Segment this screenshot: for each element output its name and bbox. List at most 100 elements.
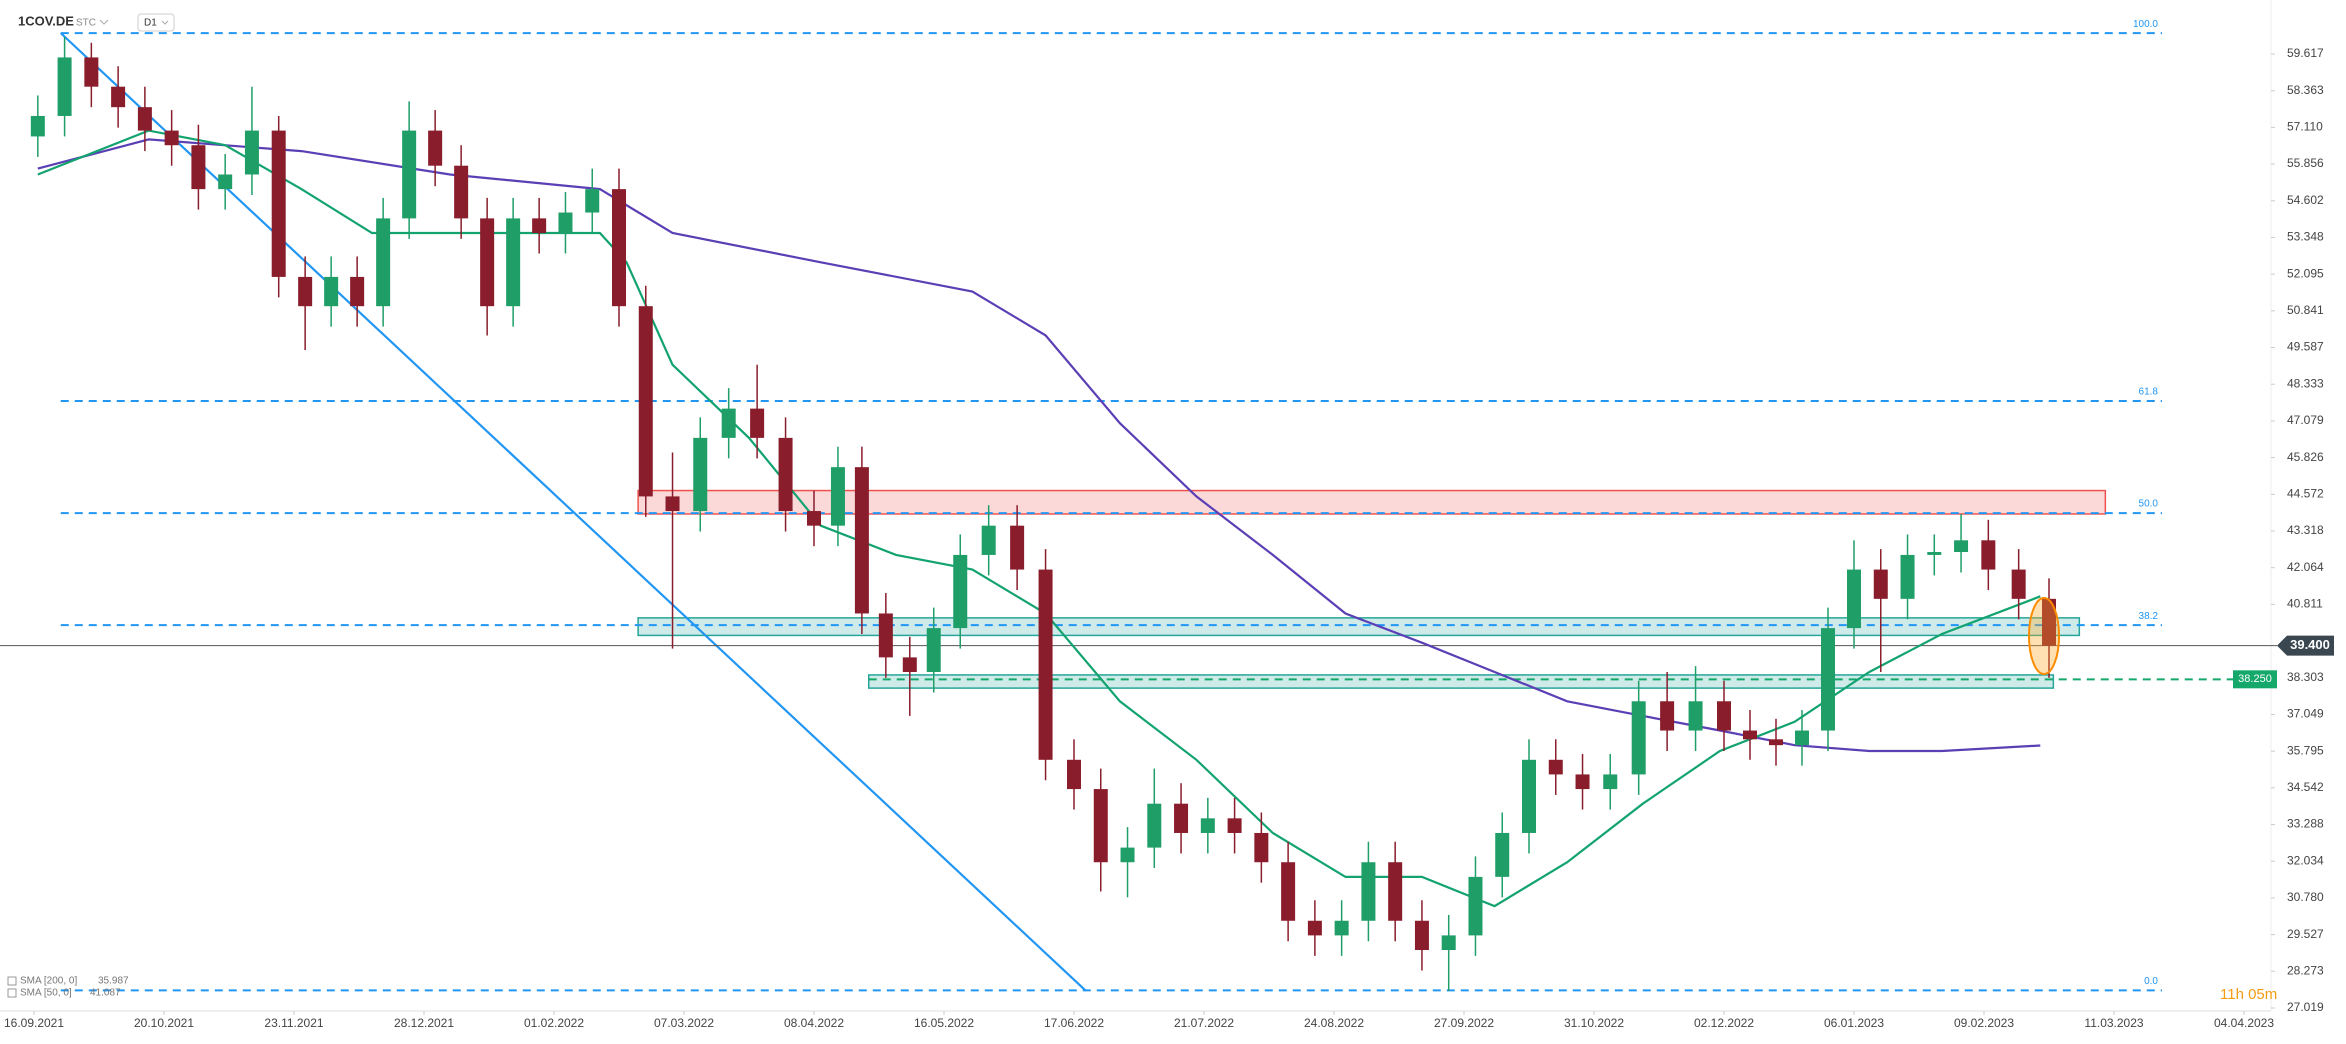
- candle-body: [244, 130, 259, 175]
- candle-body: [1120, 847, 1135, 863]
- candle-body: [1495, 832, 1510, 877]
- y-tick-label: 45.826: [2287, 450, 2324, 464]
- candle-body: [298, 276, 313, 307]
- timeframe-box[interactable]: [137, 13, 175, 32]
- y-tick-label: 49.587: [2287, 340, 2324, 354]
- candle-body: [164, 130, 179, 146]
- x-tick-label: 08.04.2022: [784, 1016, 844, 1030]
- candle-body: [1200, 818, 1215, 833]
- last-price-label: 39.400: [2290, 637, 2330, 652]
- candle-body: [585, 189, 600, 213]
- candle-body: [1631, 701, 1646, 775]
- candle-body: [137, 107, 152, 131]
- legend-icon: [7, 988, 17, 998]
- legend-value: 41.087: [90, 988, 121, 999]
- y-tick-label: 32.034: [2287, 853, 2324, 867]
- candle-body: [1307, 920, 1322, 936]
- y-tick-label: 43.318: [2287, 523, 2324, 537]
- candle-body: [721, 408, 736, 438]
- x-tick-label: 01.02.2022: [524, 1016, 584, 1030]
- y-tick-label: 47.079: [2287, 413, 2324, 427]
- candle-body: [1522, 759, 1536, 833]
- candle-body: [324, 276, 339, 307]
- candle-body: [1010, 525, 1025, 570]
- candle-body: [1660, 701, 1675, 731]
- candle-body: [981, 525, 996, 555]
- candle-body: [1227, 818, 1242, 833]
- y-tick-label: 48.333: [2287, 376, 2324, 390]
- candle-body: [1603, 774, 1618, 790]
- candle-body: [271, 130, 286, 277]
- candle-body: [30, 115, 45, 137]
- y-tick-label: 35.795: [2287, 743, 2324, 757]
- candle-body: [428, 130, 443, 166]
- candle-body: [854, 467, 869, 614]
- candle-body: [1281, 862, 1296, 921]
- candle-body: [57, 57, 72, 116]
- candle-body: [1441, 935, 1456, 951]
- candle-body: [1254, 832, 1269, 863]
- zone: [867, 674, 2055, 689]
- candle-body: [1769, 739, 1783, 746]
- candle-body: [1847, 569, 1861, 629]
- candle-body: [480, 218, 495, 307]
- market-caret[interactable]: [99, 19, 109, 25]
- candle-body: [750, 408, 765, 438]
- candle-body: [1361, 862, 1376, 921]
- candle-body: [1388, 862, 1403, 921]
- y-tick-label: 50.841: [2287, 303, 2324, 317]
- x-tick-label: 31.10.2022: [1564, 1016, 1624, 1030]
- candle-body: [1688, 701, 1703, 731]
- candle-body: [1548, 759, 1563, 775]
- candle-body: [693, 437, 708, 512]
- candle-body: [2011, 569, 2026, 599]
- market: STC: [76, 18, 96, 29]
- zone: [637, 617, 2081, 637]
- y-tick-label: 29.527: [2287, 927, 2324, 941]
- trendline: [60, 32, 1087, 992]
- candle-body: [1743, 730, 1757, 740]
- candle-body: [1821, 628, 1835, 731]
- candle-body: [84, 57, 99, 87]
- sma-line: [37, 138, 2041, 753]
- zone: [637, 489, 2107, 515]
- y-tick-label: 57.110: [2287, 120, 2323, 134]
- candle-body: [558, 212, 573, 234]
- y-tick-label: 33.288: [2287, 817, 2324, 831]
- x-tick-label: 11.03.2023: [2084, 1016, 2143, 1030]
- y-tick-label: 38.303: [2287, 670, 2324, 684]
- candle-body: [1900, 554, 1915, 599]
- x-tick-label: 28.12.2021: [394, 1016, 454, 1030]
- legend-name: SMA [50, 0]: [20, 988, 72, 999]
- y-tick-label: 42.064: [2287, 560, 2324, 574]
- legend-icon: [7, 976, 17, 986]
- y-tick-label: 34.542: [2287, 780, 2324, 794]
- y-tick-label: 55.856: [2287, 156, 2324, 170]
- candle-body: [1038, 569, 1053, 760]
- timeframe-caret: [161, 20, 169, 25]
- candle-body: [1067, 759, 1081, 790]
- candle-body: [953, 554, 968, 629]
- candle-body: [926, 628, 941, 673]
- candle-body: [807, 511, 821, 526]
- y-tick-label: 27.019: [2287, 1000, 2324, 1014]
- candle-body: [878, 613, 893, 658]
- candle-body: [1093, 789, 1108, 863]
- x-tick-label: 21.07.2022: [1174, 1016, 1234, 1030]
- timeframe[interactable]: D1: [144, 18, 157, 29]
- y-tick-label: 30.780: [2287, 890, 2324, 904]
- candle-body: [402, 130, 417, 219]
- countdown: 11h 05m: [2220, 986, 2277, 1003]
- x-tick-label: 06.01.2023: [1824, 1016, 1884, 1030]
- candle-body: [191, 145, 206, 190]
- candle-body: [454, 165, 469, 219]
- candle-body: [902, 657, 917, 673]
- x-tick-label: 20.10.2021: [134, 1016, 194, 1030]
- x-tick-label: 02.12.2022: [1694, 1016, 1754, 1030]
- candle-body: [830, 467, 845, 526]
- last-price-badge: [2277, 635, 2334, 656]
- y-tick-label: 52.095: [2287, 266, 2324, 280]
- candle-body: [1927, 552, 1942, 555]
